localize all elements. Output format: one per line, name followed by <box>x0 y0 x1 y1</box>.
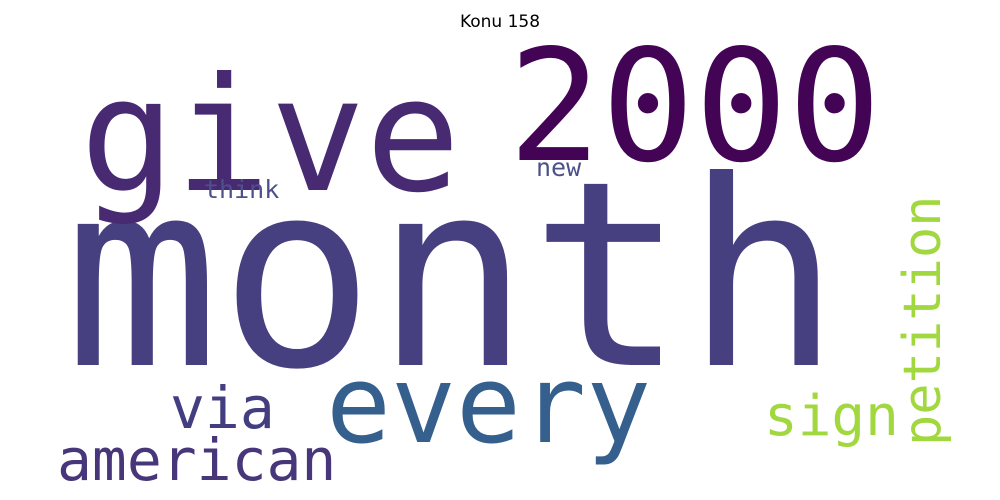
word-every: every <box>326 343 651 468</box>
word-give: give <box>80 44 461 228</box>
word-new: new <box>536 153 582 182</box>
word-2000: 2000 <box>508 16 881 197</box>
page-title: Konu 158 <box>459 12 541 32</box>
word-american: american <box>57 426 336 494</box>
word-via: via <box>170 374 275 442</box>
word-think: think <box>204 175 279 204</box>
word-petition: petition <box>893 196 953 446</box>
word-sign: sign <box>764 384 899 449</box>
word-month: month <box>64 126 841 426</box>
